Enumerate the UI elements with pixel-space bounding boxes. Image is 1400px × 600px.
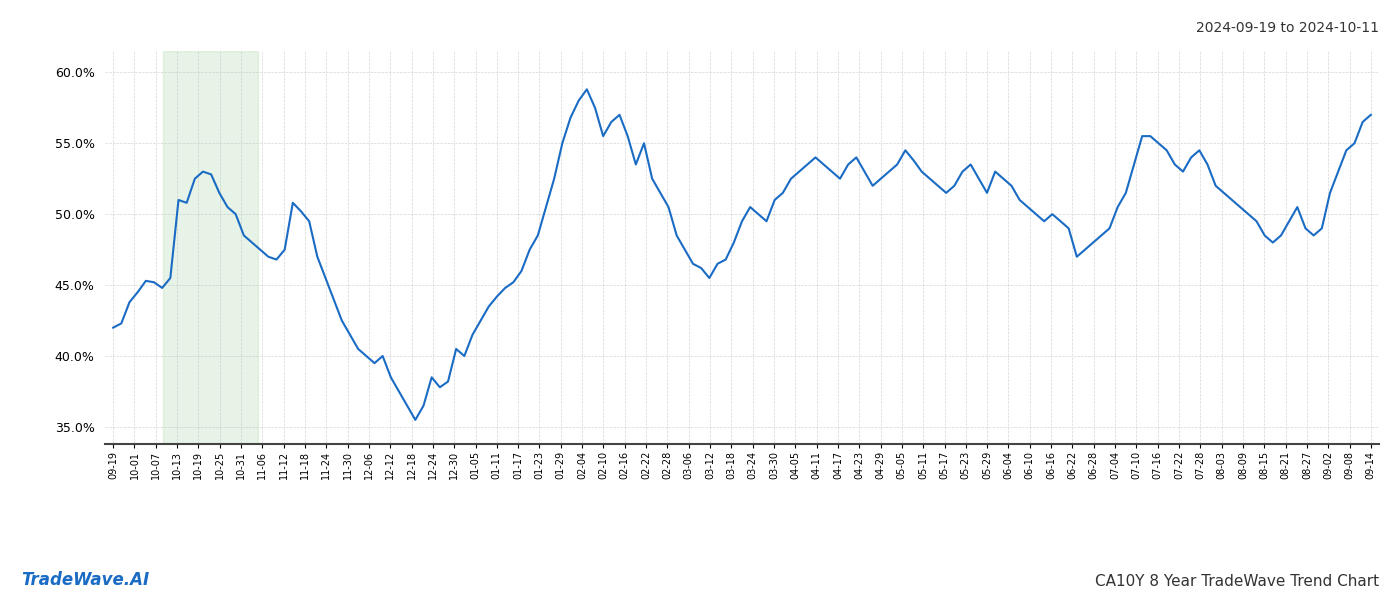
Text: TradeWave.AI: TradeWave.AI xyxy=(21,571,150,589)
Text: 2024-09-19 to 2024-10-11: 2024-09-19 to 2024-10-11 xyxy=(1196,21,1379,35)
Text: CA10Y 8 Year TradeWave Trend Chart: CA10Y 8 Year TradeWave Trend Chart xyxy=(1095,574,1379,589)
Bar xyxy=(164,51,258,444)
